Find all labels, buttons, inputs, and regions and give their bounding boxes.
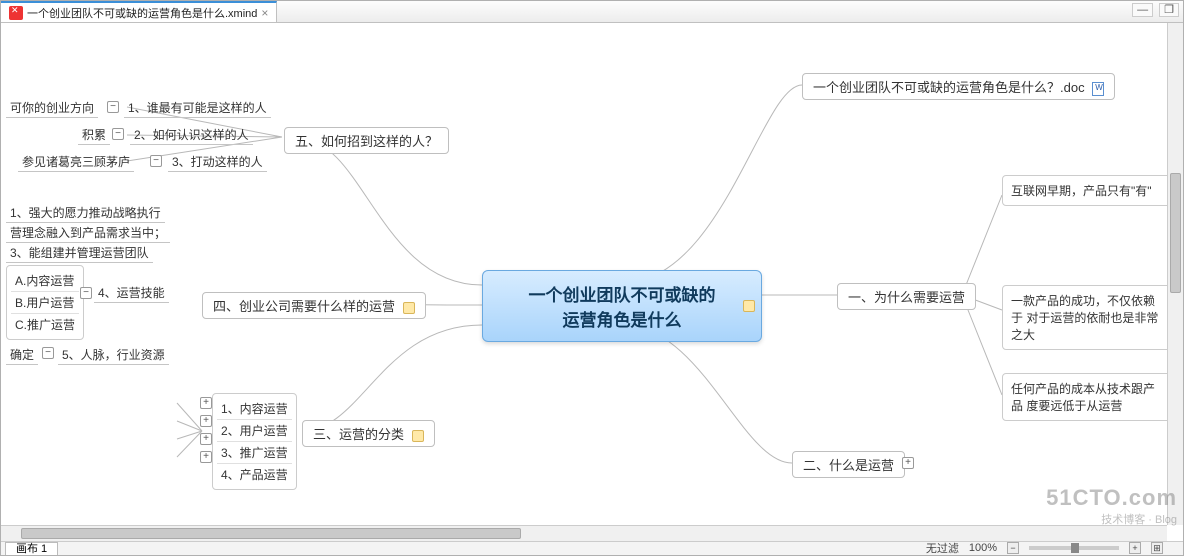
document-tab-bar: 一个创业团队不可或缺的运营角色是什么.xmind × — ❐ (1, 1, 1183, 23)
notes-icon[interactable] (743, 300, 755, 312)
xmind-file-icon (9, 6, 23, 20)
branch-1-child[interactable]: 一款产品的成功，不仅依赖于 对于运营的依耐也是非常之大 (1007, 290, 1167, 345)
zoom-label: 100% (969, 542, 997, 554)
tab-title: 一个创业团队不可或缺的运营角色是什么.xmind (27, 5, 257, 21)
maximize-panel-button[interactable]: ❐ (1159, 3, 1179, 17)
branch-5-child[interactable]: 2、如何认识这样的人 (130, 125, 253, 145)
collapse-toggle[interactable]: − (112, 128, 124, 140)
branch-5-prefix[interactable]: 可你的创业方向 (6, 98, 98, 118)
branch-3-child[interactable]: 3、推广运营 (217, 442, 292, 464)
branch-2[interactable]: 二、什么是运营 (792, 451, 905, 478)
vertical-scroll-thumb[interactable] (1170, 173, 1181, 293)
expand-toggle[interactable]: + (200, 433, 212, 445)
collapse-toggle[interactable]: − (150, 155, 162, 167)
notes-icon[interactable] (412, 430, 424, 442)
branch-4-skills: A.内容运营 B.用户运营 C.推广运营 (6, 265, 84, 340)
expand-toggle[interactable]: + (902, 457, 914, 469)
sheet-tab[interactable]: 画布 1 (5, 542, 58, 555)
horizontal-scrollbar[interactable] (1, 525, 1167, 541)
branch-1-child[interactable]: 任何产品的成本从技术跟产品 度要远低于从运营 (1007, 378, 1167, 416)
attachment-node[interactable]: 一个创业团队不可或缺的运营角色是什么？.doc (802, 73, 1115, 100)
branch-3-child[interactable]: 1、内容运营 (217, 398, 292, 420)
expand-toggle[interactable]: + (200, 397, 212, 409)
branch-5[interactable]: 五、如何招到这样的人？ (284, 127, 449, 154)
expand-toggle[interactable]: + (200, 451, 212, 463)
branch-4-skill[interactable]: C.推广运营 (11, 314, 79, 335)
central-topic-line1: 一个创业团队不可或缺的 (505, 281, 739, 306)
branch-5-child[interactable]: 1、谁最有可能是这样的人 (124, 98, 271, 118)
branch-5-title: 五、如何招到这样的人？ (295, 134, 438, 149)
branch-1-children: 一款产品的成功，不仅依赖于 对于运营的依耐也是非常之大 (1002, 285, 1167, 350)
branch-5-child[interactable]: 3、打动这样的人 (168, 152, 267, 172)
attachment-label: 一个创业团队不可或缺的运营角色是什么？.doc (813, 80, 1085, 95)
mindmap-canvas[interactable]: 一个创业团队不可或缺的 运营角色是什么 一个创业团队不可或缺的运营角色是什么？.… (2, 25, 1167, 525)
branch-1-children: 任何产品的成本从技术跟产品 度要远低于从运营 (1002, 373, 1167, 421)
status-bar: 无过滤 100% − + ⊞ (926, 541, 1163, 555)
branch-1-child[interactable]: 互联网早期，产品只有"有" (1007, 180, 1167, 201)
branch-4-title: 四、创业公司需要什么样的运营 (213, 299, 395, 314)
branch-3-title: 三、运营的分类 (313, 427, 404, 442)
branch-4-last[interactable]: 5、人脉，行业资源 (58, 345, 169, 365)
central-topic-line2: 运营角色是什么 (505, 306, 739, 331)
branch-4-skill[interactable]: B.用户运营 (11, 292, 79, 314)
watermark-line2: 技术博客 · Blog (1046, 511, 1177, 527)
branch-4-child[interactable]: 营理念融入到产品需求当中； (6, 223, 170, 243)
branch-3-children: 1、内容运营 2、用户运营 3、推广运营 4、产品运营 (212, 393, 297, 490)
watermark: 51CTO.com 技术博客 · Blog (1046, 485, 1177, 527)
expand-toggle[interactable]: + (200, 415, 212, 427)
branch-5-prefix[interactable]: 积累 (78, 125, 110, 145)
branch-4-child[interactable]: 1、强大的愿力推动战略执行 (6, 203, 165, 223)
branch-1[interactable]: 一、为什么需要运营 (837, 283, 976, 310)
branch-4-skills-header[interactable]: 4、运营技能 (94, 283, 169, 303)
vertical-scrollbar[interactable] (1167, 23, 1183, 525)
branch-3-child[interactable]: 4、产品运营 (217, 464, 292, 485)
branch-3-child[interactable]: 2、用户运营 (217, 420, 292, 442)
collapse-toggle[interactable]: − (107, 101, 119, 113)
branch-2-title: 二、什么是运营 (803, 458, 894, 473)
zoom-out-button[interactable]: − (1007, 542, 1019, 554)
zoom-slider[interactable] (1029, 546, 1119, 550)
branch-5-prefix[interactable]: 参见诸葛亮三顾茅庐 (18, 152, 134, 172)
notes-icon[interactable] (403, 302, 415, 314)
collapse-toggle[interactable]: − (42, 347, 54, 359)
branch-1-children: 互联网早期，产品只有"有" (1002, 175, 1167, 206)
watermark-line1: 51CTO.com (1046, 485, 1177, 511)
branch-4-child[interactable]: 3、能组建并管理运营团队 (6, 243, 153, 263)
xmind-window: 一个创业团队不可或缺的运营角色是什么.xmind × — ❐ 一个创业团队不 (0, 0, 1184, 556)
window-panel-buttons: — ❐ (1132, 3, 1179, 17)
document-tab[interactable]: 一个创业团队不可或缺的运营角色是什么.xmind × (1, 1, 277, 22)
zoom-in-button[interactable]: + (1129, 542, 1141, 554)
sheet-tab-label: 画布 1 (16, 543, 47, 555)
filter-status[interactable]: 无过滤 (926, 540, 959, 556)
branch-4-skill[interactable]: A.内容运营 (11, 270, 79, 292)
branch-3[interactable]: 三、运营的分类 (302, 420, 435, 447)
branch-4[interactable]: 四、创业公司需要什么样的运营 (202, 292, 426, 319)
branch-4-last-prefix[interactable]: 确定 (6, 345, 38, 365)
branch-1-title: 一、为什么需要运营 (848, 290, 965, 305)
collapse-toggle[interactable]: − (80, 287, 92, 299)
close-tab-icon[interactable]: × (261, 6, 268, 20)
fit-button[interactable]: ⊞ (1151, 542, 1163, 554)
word-doc-icon[interactable] (1092, 82, 1104, 96)
central-topic[interactable]: 一个创业团队不可或缺的 运营角色是什么 (482, 270, 762, 342)
minimize-panel-button[interactable]: — (1132, 3, 1153, 17)
horizontal-scroll-thumb[interactable] (21, 528, 521, 539)
